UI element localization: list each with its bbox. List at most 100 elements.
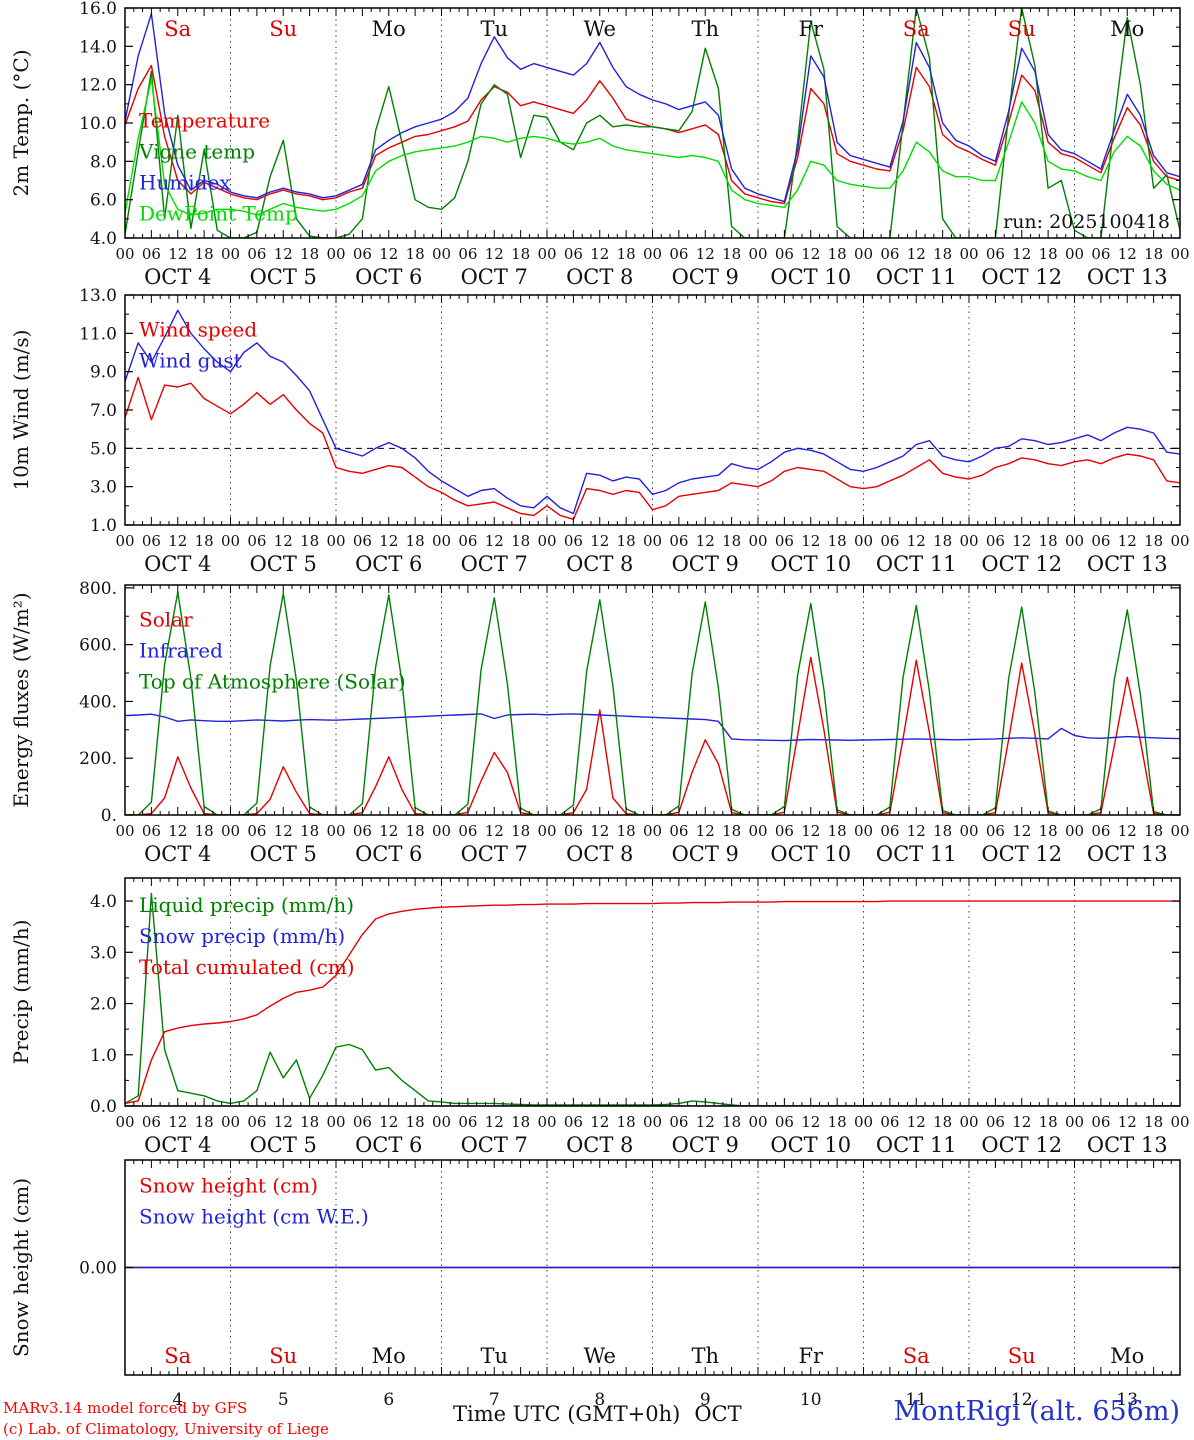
hour-tick-label: 00 <box>326 1113 345 1131</box>
series-infrared <box>125 713 1180 742</box>
hour-tick-label: 06 <box>142 532 161 550</box>
hour-tick-label: 00 <box>1170 532 1189 550</box>
hour-tick-label: 00 <box>1065 1113 1084 1131</box>
date-label: OCT 10 <box>770 552 851 576</box>
hour-tick-label: 06 <box>1091 1113 1110 1131</box>
hour-tick-label: 18 <box>1039 1113 1058 1131</box>
date-label: OCT 5 <box>250 552 317 576</box>
hour-tick-label: 18 <box>828 1113 847 1131</box>
hour-tick-label: 12 <box>379 245 398 263</box>
hour-tick-label: 18 <box>828 245 847 263</box>
y-axis-title: Precip (mm/h) <box>9 920 33 1065</box>
legend-item: Wind speed <box>139 317 257 341</box>
hour-tick-label: 00 <box>537 532 556 550</box>
hour-tick-label: 18 <box>406 245 425 263</box>
hour-tick-label: 06 <box>353 532 372 550</box>
hour-tick-label: 12 <box>485 1113 504 1131</box>
hour-tick-label: 12 <box>379 1113 398 1131</box>
date-label: OCT 11 <box>876 1133 957 1157</box>
y-tick-label: 11.0 <box>79 324 117 344</box>
date-label: OCT 10 <box>770 1133 851 1157</box>
hour-tick-label: 06 <box>669 822 688 840</box>
hour-tick-label: 12 <box>485 245 504 263</box>
date-label: OCT 7 <box>461 552 528 576</box>
legend-item: Humidex <box>139 171 231 195</box>
y-tick-label: 9.0 <box>90 363 117 383</box>
hour-tick-label: 06 <box>880 1113 899 1131</box>
dow-label: Mo <box>1110 17 1144 41</box>
hour-tick-label: 18 <box>1144 1113 1163 1131</box>
hour-tick-label: 00 <box>537 245 556 263</box>
hour-tick-label: 06 <box>775 245 794 263</box>
hour-tick-label: 00 <box>326 532 345 550</box>
dow-label: Mo <box>1110 1344 1144 1368</box>
model-credit: MARv3.14 model forced by GFS (c) Lab. of… <box>3 1398 329 1440</box>
legend-item: Snow precip (mm/h) <box>139 924 345 948</box>
hour-tick-label: 00 <box>748 245 767 263</box>
hour-tick-label: 12 <box>274 532 293 550</box>
hour-tick-label: 12 <box>379 822 398 840</box>
dow-label: We <box>584 1344 616 1368</box>
hour-tick-label: 06 <box>775 1113 794 1131</box>
hour-tick-label: 00 <box>326 245 345 263</box>
hour-tick-label: 18 <box>617 822 636 840</box>
date-label: OCT 4 <box>144 842 211 866</box>
legend-item: Liquid precip (mm/h) <box>139 893 354 917</box>
panel-wind: 13.011.09.07.05.03.01.000 06 12 18 00 06 12 18 0… <box>9 286 1190 576</box>
hour-tick-label: 18 <box>1039 822 1058 840</box>
hour-tick-label: 12 <box>590 532 609 550</box>
date-label: OCT 7 <box>461 265 528 289</box>
day-number-label: 13 <box>1116 1390 1138 1410</box>
hour-tick-label: 06 <box>142 1113 161 1131</box>
date-label: OCT 12 <box>981 842 1062 866</box>
date-label: OCT 11 <box>876 842 957 866</box>
series-solar <box>125 656 1180 815</box>
dow-label: Su <box>269 17 297 41</box>
hour-tick-label: 12 <box>907 532 926 550</box>
hour-tick-label: 12 <box>274 822 293 840</box>
series-humidex <box>125 13 1180 203</box>
hour-tick-label: 00 <box>854 822 873 840</box>
hour-tick-label: 00 <box>326 822 345 840</box>
legend-item: Solar <box>139 607 193 631</box>
dow-label: Sa <box>164 17 191 41</box>
day-number-label: 6 <box>383 1390 394 1410</box>
model-credit-line2: (c) Lab. of Climatology, University of L… <box>3 1420 329 1438</box>
hour-tick-label: 00 <box>432 1113 451 1131</box>
hour-tick-label: 12 <box>696 532 715 550</box>
hour-tick-label: 12 <box>168 532 187 550</box>
series-wind-speed <box>125 376 1180 521</box>
hour-tick-label: 00 <box>221 532 240 550</box>
date-label: OCT 4 <box>144 265 211 289</box>
run-label: run: 2025100418 <box>1003 211 1170 233</box>
y-tick-label: 7.0 <box>90 401 117 421</box>
date-label: OCT 11 <box>876 552 957 576</box>
y-tick-label: 4.0 <box>90 229 117 249</box>
hour-tick-label: 18 <box>1039 532 1058 550</box>
y-axis-title: Energy fluxes (W/m²) <box>9 592 33 807</box>
hour-tick-label: 12 <box>590 1113 609 1131</box>
panel-precip: 4.03.02.01.00.000 06 12 18 00 06 12 18 00 06 12 18 0… <box>9 877 1190 1157</box>
date-label: OCT 13 <box>1087 842 1168 866</box>
date-label: OCT 4 <box>144 1133 211 1157</box>
hour-tick-label: 12 <box>801 1113 820 1131</box>
hour-tick-label: 06 <box>458 822 477 840</box>
hour-tick-label: 18 <box>1144 532 1163 550</box>
series-group <box>125 309 1180 521</box>
dow-label: Tu <box>480 17 508 41</box>
day-number-label: 5 <box>278 1390 289 1410</box>
hour-tick-label: 00 <box>643 1113 662 1131</box>
series-wind-gust <box>125 309 1180 515</box>
date-label: OCT 10 <box>770 842 851 866</box>
hour-tick-label: 06 <box>564 1113 583 1131</box>
panel-temperature: 16.014.012.010.08.06.04.000 06 12 18 00 06 12 1… <box>9 0 1190 289</box>
hour-tick-label: 06 <box>353 822 372 840</box>
hour-tick-label: 18 <box>722 822 741 840</box>
hour-tick-label: 00 <box>1170 822 1189 840</box>
y-tick-label: 200. <box>79 749 117 769</box>
dow-label: Su <box>1008 1344 1036 1368</box>
day-number-label: 8 <box>594 1390 605 1410</box>
day-number-label: 11 <box>905 1390 927 1410</box>
date-label: OCT 13 <box>1087 552 1168 576</box>
